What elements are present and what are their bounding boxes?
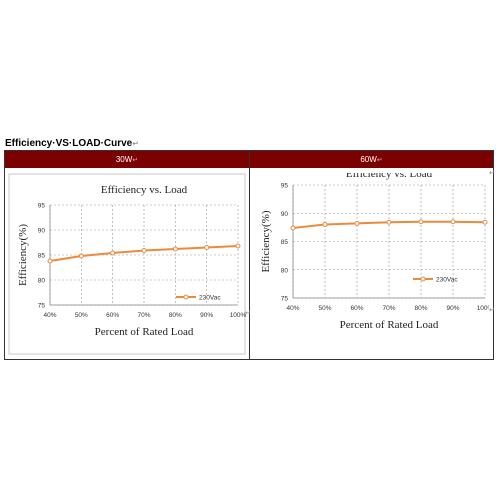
data-point [78,253,84,259]
chart-30w: Efficiency vs. Load 75 80 85 90 95 40% 50% 60% 70… [8,173,246,355]
section-title-text: Efficiency·VS·LOAD·Curve [5,138,133,149]
data-point [47,258,53,264]
x-tick-label: 80% [169,312,182,319]
legend-marker [183,294,189,300]
efficiency-table: 30W↵ 60W↵ Efficiency vs. Load 75 80 85 90 95 4… [4,150,495,360]
edit-mark: ↵ [245,310,251,317]
x-tick-label: 90% [200,312,213,319]
x-tick-label: 80% [414,305,427,312]
data-point [141,248,147,253]
legend-label: 230Vac [436,277,458,284]
x-tick-label: 60% [350,305,363,312]
section-title: Efficiency·VS·LOAD·Curve↵ [5,138,139,149]
x-tick-label: 70% [382,305,395,312]
edit-mark: ↵ [132,157,139,164]
header-30w: 30W↵ [5,151,249,168]
data-point [482,219,488,225]
x-axis-label: Percent of Rated Load [340,319,439,331]
edit-mark: ↵ [489,307,495,314]
y-tick-label: 85 [38,253,46,260]
y-tick-label: 85 [281,239,289,246]
data-point [386,219,392,225]
edit-mark: ↵ [489,170,495,177]
data-point [290,225,296,231]
legend-label: 230Vac [199,295,221,302]
y-tick-label: 90 [281,211,289,218]
header-30w-label: 30W [115,155,133,164]
data-point [418,219,424,225]
legend-marker [420,276,426,282]
y-tick-label: 80 [38,278,46,285]
y-tick-label: 75 [281,296,289,303]
data-point [322,222,328,228]
y-tick-label: 95 [38,203,46,210]
data-point [354,220,360,226]
edit-mark: ↵ [376,157,383,164]
header-60w: 60W↵ [250,151,493,168]
x-tick-label: 40% [43,312,56,319]
y-axis-label: Efficiency(%) [17,224,29,286]
x-tick-label: 100% [477,305,489,312]
data-point [110,250,116,256]
y-tick-label: 75 [38,303,46,310]
edit-mark: ↵ [132,139,139,148]
data-point [204,245,210,250]
x-tick-label: 50% [75,312,88,319]
data-point [172,246,178,252]
y-axis-label: Efficiency(%) [260,210,272,272]
x-tick-label: 90% [446,305,459,312]
header-60w-label: 60W [360,155,377,164]
y-tick-label: 95 [281,183,289,190]
data-point [235,243,241,249]
chart-title: Efficiency vs. Load [346,173,433,180]
data-point [450,219,456,225]
x-axis-label: Percent of Rated Load [95,326,194,338]
chart-title: Efficiency vs. Load [101,184,188,196]
x-tick-label: 50% [318,305,331,312]
x-tick-label: 40% [286,305,299,312]
chart-frame [8,173,246,355]
y-tick-label: 80 [281,267,289,274]
chart-60w: Efficiency vs. Load 75 80 85 90 95 40% 50% 60% 70… [260,173,489,331]
y-tick-label: 90 [38,228,46,235]
x-tick-label: 100% [230,312,246,319]
column-divider [249,151,250,359]
x-tick-label: 60% [106,312,119,319]
x-tick-label: 70% [137,312,150,319]
